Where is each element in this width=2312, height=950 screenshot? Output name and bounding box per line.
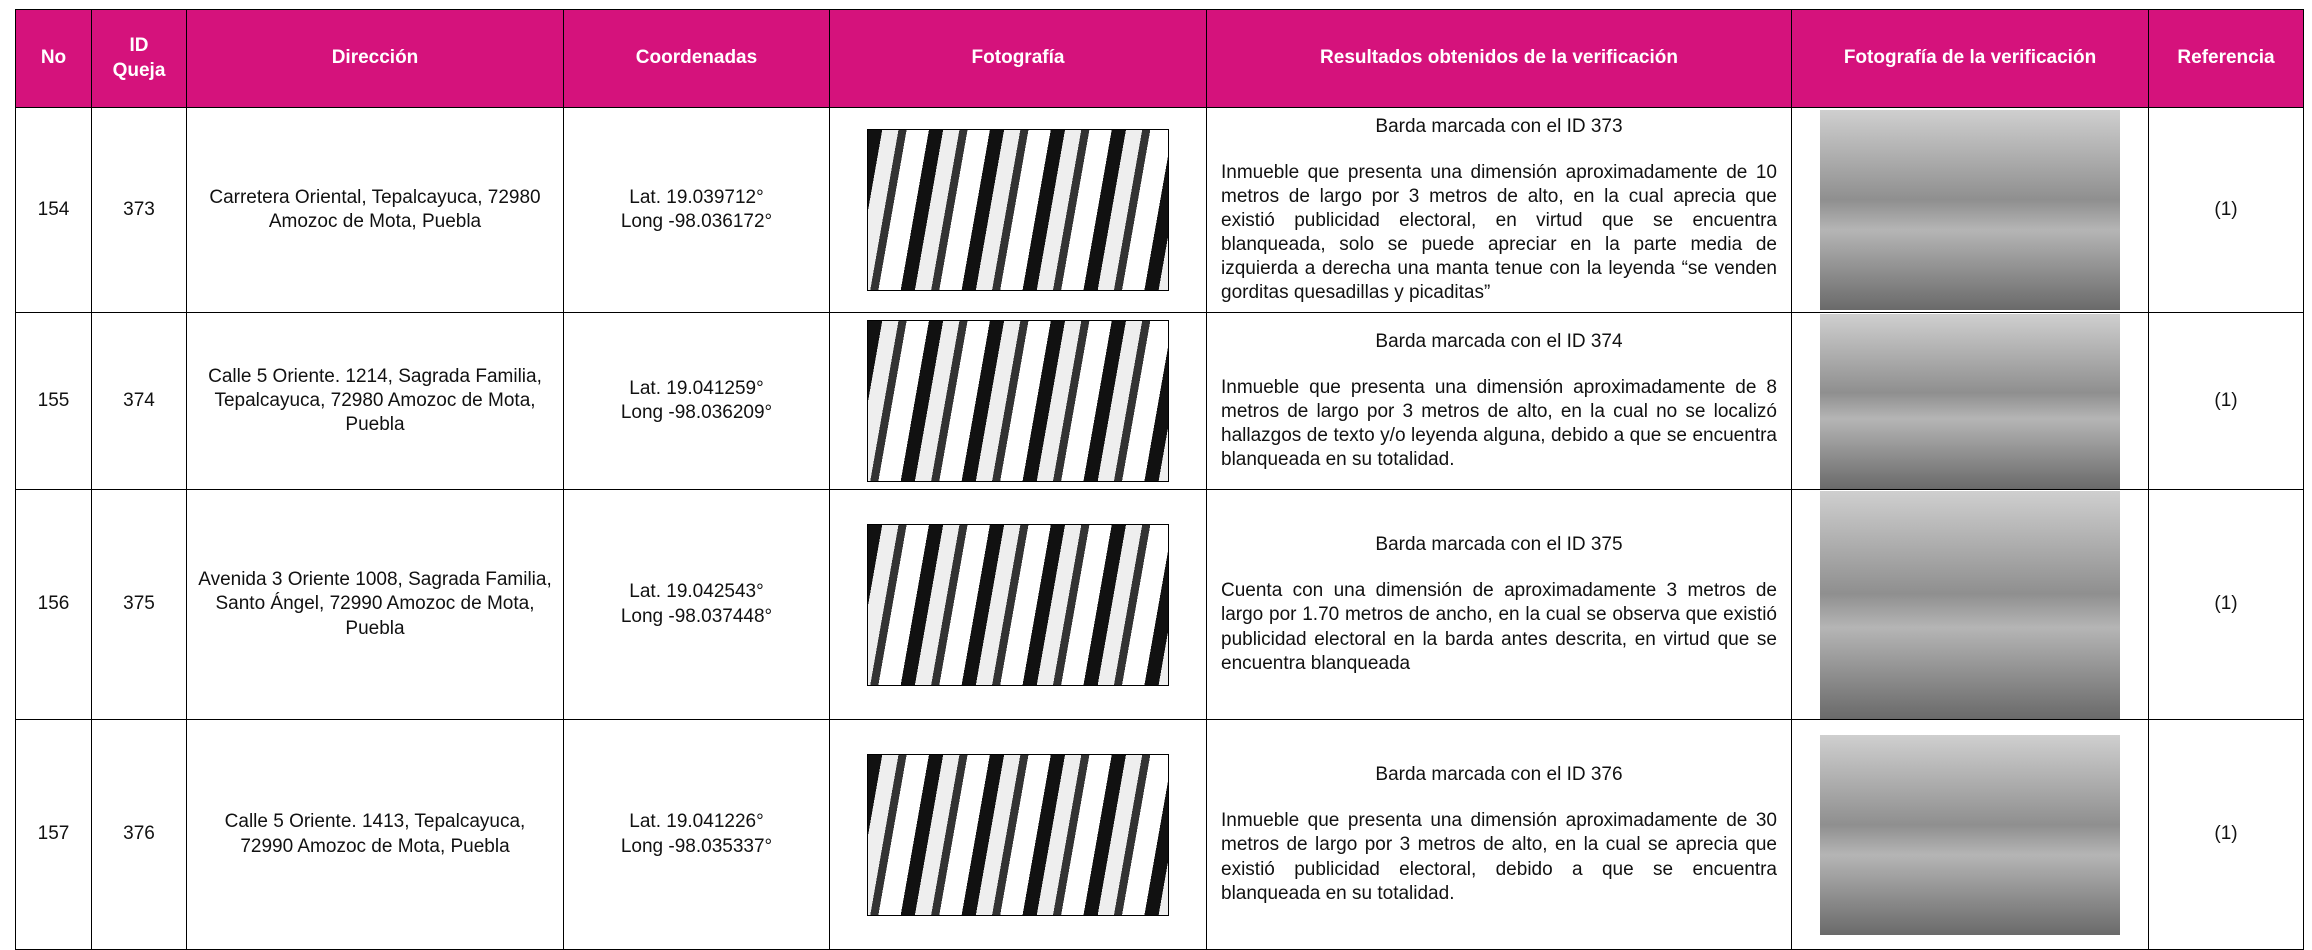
complaint-id: 375 xyxy=(91,489,187,720)
header-cell: Fotografía xyxy=(829,9,1207,108)
address: Calle 5 Oriente. 1214, Sagrada Familia, … xyxy=(186,312,564,490)
header-cell: Fotografía de la verificación xyxy=(1791,9,2149,108)
verification-photo xyxy=(1820,734,2120,935)
page: No ID Queja Dirección Coordenadas Fotografía… xyxy=(15,9,2304,950)
row-number: 154 xyxy=(15,107,92,313)
result-text: Inmueble que presenta una dimensión apro… xyxy=(1221,810,1777,904)
verification-photo-cell xyxy=(1791,489,2149,720)
result-title: Barda marcada con el ID 374 xyxy=(1375,330,1623,352)
coordinates: Lat. 19.041226° Long -98.035337° xyxy=(563,719,830,950)
complaints-table: No ID Queja Dirección Coordenadas Fotografía… xyxy=(15,9,2304,950)
table-row: 155 374 Calle 5 Oriente. 1214, Sagrada Fam… xyxy=(15,312,2304,490)
row-number: 155 xyxy=(15,312,92,490)
reference: (1) xyxy=(2148,312,2304,490)
verification-photo-cell xyxy=(1791,312,2149,490)
result-text: Inmueble que presenta una dimensión apro… xyxy=(1221,161,1777,304)
coordinates: Lat. 19.042543° Long -98.037448° xyxy=(563,489,830,720)
table-row: 154 373 Carretera Oriental, Tepalcayuca, 7… xyxy=(15,107,2304,313)
reference: (1) xyxy=(2148,719,2304,950)
header-cell: No xyxy=(15,9,92,108)
coordinate: Long -98.036209° xyxy=(620,402,773,423)
photo-cell xyxy=(829,489,1207,720)
header-cell: Coordenadas xyxy=(563,9,830,108)
coordinates: Lat. 19.039712° Long -98.036172° xyxy=(563,107,830,313)
row-number: 156 xyxy=(15,489,92,720)
photo xyxy=(867,129,1169,291)
coordinate: Lat. 19.042543° xyxy=(629,581,764,603)
table-row: 156 375 Avenida 3 Oriente 1008, Sagrada Fa… xyxy=(15,489,2304,720)
result-title: Barda marcada con el ID 376 xyxy=(1375,764,1623,786)
verification-photo-cell xyxy=(1791,719,2149,950)
result-title: Barda marcada con el ID 375 xyxy=(1375,534,1623,556)
row-number: 157 xyxy=(15,719,92,950)
coordinates: Lat. 19.041259° Long -98.036209° xyxy=(563,312,830,490)
verification-photo-cell xyxy=(1791,107,2149,313)
photo-cell xyxy=(829,312,1207,490)
results: Barda marcada con el ID 374 Inmueble que … xyxy=(1206,312,1792,490)
table-row: 157 376 Calle 5 Oriente. 1413, Tepalcayuca… xyxy=(15,719,2304,950)
coordinate: Long -98.037448° xyxy=(620,605,773,627)
verification-photo xyxy=(1820,490,2120,719)
photo xyxy=(867,320,1169,482)
header-cell: Referencia xyxy=(2148,9,2304,108)
reference: (1) xyxy=(2148,107,2304,313)
coordinate: Long -98.036172° xyxy=(620,211,773,232)
complaint-id: 373 xyxy=(91,107,187,313)
result-text: Inmueble que presenta una dimensión apro… xyxy=(1221,376,1777,471)
table-body: 154 373 Carretera Oriental, Tepalcayuca, 7… xyxy=(15,107,2304,950)
complaint-id: 374 xyxy=(91,312,187,490)
coordinate: Lat. 19.041226° xyxy=(629,811,764,833)
verification-photo xyxy=(1820,313,2120,489)
complaint-id: 376 xyxy=(91,719,187,950)
photo-cell xyxy=(829,719,1207,950)
address: Carretera Oriental, Tepalcayuca, 72980 A… xyxy=(186,107,564,313)
header-row: No ID Queja Dirección Coordenadas Fotografía… xyxy=(15,9,2304,108)
results: Barda marcada con el ID 375 Cuenta con un… xyxy=(1206,489,1792,720)
address: Avenida 3 Oriente 1008, Sagrada Familia,… xyxy=(186,489,564,720)
results: Barda marcada con el ID 376 Inmueble que … xyxy=(1206,719,1792,950)
result-text: Cuenta con una dimensión de aproximadame… xyxy=(1221,580,1777,674)
header-cell: Resultados obtenidos de la verificación xyxy=(1206,9,1792,108)
reference: (1) xyxy=(2148,489,2304,720)
header-cell: Dirección xyxy=(186,9,564,108)
photo-cell xyxy=(829,107,1207,313)
photo xyxy=(867,753,1169,916)
verification-photo xyxy=(1820,110,2120,310)
result-title: Barda marcada con el ID 373 xyxy=(1375,115,1623,137)
coordinate: Lat. 19.039712° xyxy=(629,186,764,208)
coordinate: Long -98.035337° xyxy=(620,835,773,857)
results: Barda marcada con el ID 373 Inmueble que … xyxy=(1206,107,1792,313)
coordinate: Lat. 19.041259° xyxy=(629,377,764,399)
photo xyxy=(867,523,1169,686)
address: Calle 5 Oriente. 1413, Tepalcayuca, 7299… xyxy=(186,719,564,950)
header-cell: ID Queja xyxy=(91,9,187,108)
